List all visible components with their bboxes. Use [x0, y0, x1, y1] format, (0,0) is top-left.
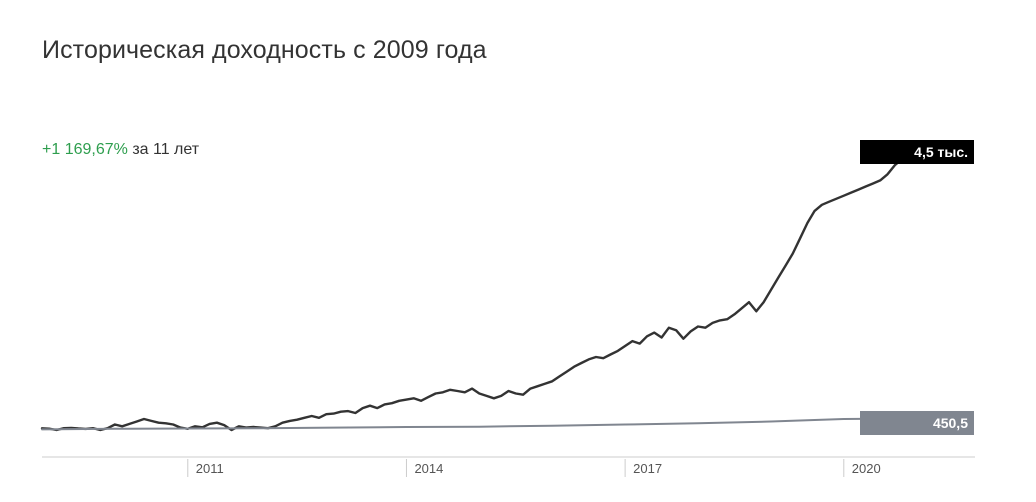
x-tick-label-2011: 2011: [196, 461, 224, 476]
x-tick-label-2014: 2014: [414, 461, 443, 476]
return-period: за 11 лет: [132, 141, 200, 158]
primary-end-badge-label: 4,5 тыс.: [914, 144, 968, 160]
primary-end-badge: [860, 140, 974, 164]
benchmark-end-badge-label: 450,5: [933, 415, 968, 431]
benchmark-end-badge: [860, 411, 974, 435]
return-summary: +1 169,67% за 11 лет: [42, 141, 199, 159]
x-tick-label-2017: 2017: [633, 461, 662, 476]
primary-series-line: [40, 154, 911, 432]
benchmark-series-line: [41, 417, 911, 431]
chart-title: Историческая доходность с 2009 года: [42, 36, 487, 64]
return-percent: +1 169,67%: [42, 141, 128, 158]
x-tick-label-2020: 2020: [852, 461, 881, 476]
